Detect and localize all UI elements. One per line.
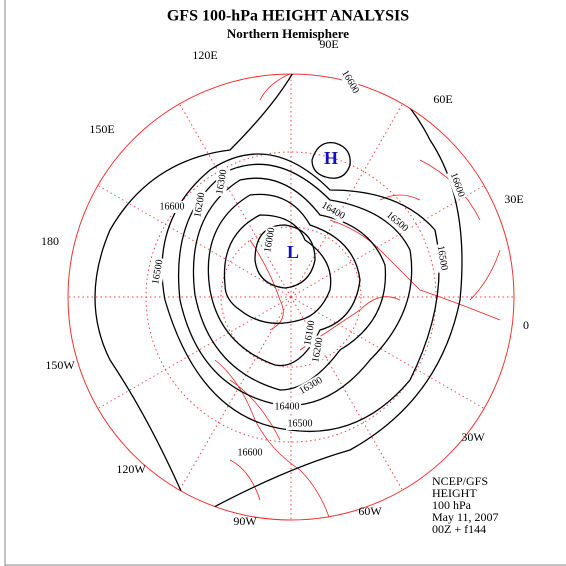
parallel <box>145 151 437 443</box>
label-mask <box>337 66 363 98</box>
contour-label: 16600 <box>448 171 467 198</box>
subtitle: Northern Hemisphere <box>227 26 349 41</box>
contour-line <box>192 177 387 391</box>
pressure-center: H <box>324 148 338 168</box>
contour-label: 16200 <box>192 192 207 219</box>
contour-label: 16400 <box>275 401 300 412</box>
contour-line <box>254 224 316 289</box>
graticule <box>68 74 514 520</box>
label-mask <box>213 167 231 197</box>
label-mask <box>158 201 186 213</box>
map-boundary <box>67 73 515 521</box>
label-mask <box>446 169 468 201</box>
contour-line <box>207 193 361 367</box>
contour-label: 16600 <box>238 447 263 458</box>
contour-label: 16300 <box>214 169 229 196</box>
label-mask <box>382 208 412 236</box>
contour-label: 16600 <box>339 68 361 95</box>
contour-label: 16500 <box>435 245 450 272</box>
label-mask <box>295 373 327 399</box>
label-mask <box>273 401 301 413</box>
contour-line <box>94 74 463 520</box>
label-mask <box>149 257 167 287</box>
label-mask <box>433 243 451 273</box>
meridian <box>179 103 292 298</box>
info-line: 100 hPa <box>432 498 472 512</box>
label-mask <box>317 198 349 224</box>
label-mask <box>191 190 209 220</box>
contour-label: 16600 <box>160 201 185 212</box>
contour-label: 16100 <box>302 320 317 347</box>
title: GFS 100-hPa HEIGHT ANALYSIS <box>167 8 409 25</box>
longitude-label: 120E <box>192 48 217 62</box>
label-mask <box>236 447 264 459</box>
contour-label: 16300 <box>297 375 324 397</box>
info-line: 00Z + f144 <box>432 522 486 536</box>
label-mask <box>261 225 279 255</box>
contour-line <box>311 141 351 179</box>
meridian <box>97 185 292 298</box>
longitude-label: 90E <box>319 37 338 51</box>
contour-line <box>177 163 413 407</box>
info-line: May 11, 2007 <box>432 510 499 524</box>
longitude-label: 60W <box>358 504 382 518</box>
label-mask <box>286 418 314 430</box>
longitude-label: 60E <box>433 92 452 106</box>
meridian <box>179 296 292 491</box>
longitude-label: 90W <box>233 514 257 528</box>
longitude-label: 150W <box>45 358 75 372</box>
info-line: HEIGHT <box>432 486 477 500</box>
meridian <box>290 103 403 298</box>
longitude-label: 180 <box>41 234 59 248</box>
contour-label: 16500 <box>150 259 165 286</box>
pressure-center: L <box>287 242 299 262</box>
contour-label: 16000 <box>262 227 277 254</box>
longitude-label: 0 <box>523 318 529 332</box>
contour-label: 16500 <box>288 418 313 429</box>
meridian <box>97 296 292 409</box>
contour-line <box>161 153 440 433</box>
contour-line <box>223 214 332 324</box>
longitude-label: 150E <box>89 122 114 136</box>
meridian <box>290 296 485 409</box>
longitude-label: 120W <box>116 462 146 476</box>
info-line: NCEP/GFS <box>432 474 488 488</box>
meridian <box>290 185 485 298</box>
longitude-label: 30E <box>504 192 523 206</box>
label-mask <box>301 318 319 348</box>
longitude-label: 30W <box>461 430 485 444</box>
